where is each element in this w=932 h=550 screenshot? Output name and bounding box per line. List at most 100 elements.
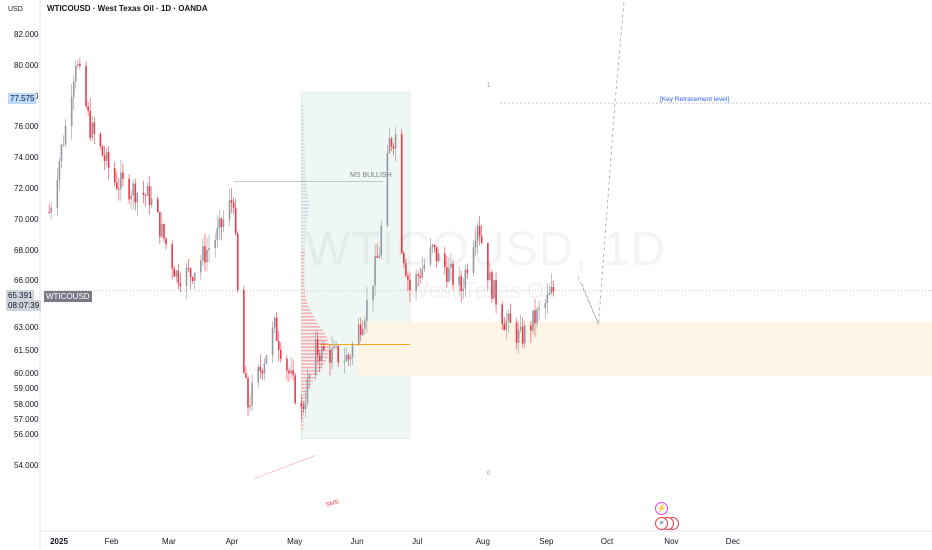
candle-body (200, 260, 202, 273)
candle-body (163, 224, 165, 239)
candle-body (521, 326, 524, 344)
volume-profile-bar (301, 248, 305, 250)
candle-body (56, 180, 59, 208)
volume-profile-bar (301, 400, 306, 403)
volume-profile-bar (301, 251, 305, 254)
candle-body (290, 370, 292, 374)
candle-body (177, 270, 180, 284)
volume-profile-bar (301, 275, 305, 277)
volume-profile-bar (301, 207, 309, 210)
candle-body (386, 153, 389, 226)
candle-body (495, 280, 497, 305)
candle-body (103, 155, 106, 162)
volume-profile-bar (301, 295, 306, 298)
candle-body (261, 371, 264, 374)
candle-body (150, 198, 153, 206)
candle-body (544, 302, 547, 308)
range-box (301, 91, 411, 439)
candle-body (318, 355, 321, 361)
volume-profile-bar (301, 288, 305, 291)
candle-body (419, 275, 421, 278)
candle-body (501, 304, 503, 324)
candle-body (349, 357, 352, 360)
candle-body (187, 267, 190, 269)
candle-body (286, 358, 288, 371)
candle-body (243, 289, 245, 374)
range-top-marker: 1 (487, 83, 491, 89)
candle-body (204, 245, 206, 263)
candle-body (142, 192, 145, 196)
price-tick-label: 56.000 (14, 430, 39, 440)
time-tick-label: Apr (225, 537, 239, 546)
candle-body (362, 328, 364, 335)
volume-profile-bar (301, 393, 307, 396)
volume-profile-bar (301, 363, 324, 365)
volume-profile-bar (301, 420, 304, 423)
candle-body (415, 274, 417, 291)
candle-body (130, 195, 132, 200)
candle-body (148, 186, 151, 206)
candle-body (185, 267, 188, 286)
candle-body (450, 263, 452, 268)
candle-body (462, 288, 465, 292)
volume-profile-bar (301, 282, 305, 284)
volume-profile-bar (301, 292, 306, 294)
candle-body (50, 207, 52, 213)
volume-profile-bar (301, 170, 306, 172)
candle-body (474, 240, 477, 248)
sms-line (254, 455, 316, 479)
candle-body (128, 178, 130, 200)
candle-body (335, 345, 337, 347)
candle-body (122, 172, 124, 179)
volume-profile-bar (301, 390, 308, 393)
candle-body (75, 65, 77, 82)
candle-body (423, 264, 426, 270)
volume-profile-bar (301, 302, 308, 304)
volume-profile-bar (301, 278, 305, 281)
volume-profile-bar (301, 136, 305, 138)
candle-body (230, 200, 233, 203)
candle-body (134, 183, 137, 203)
candle-body (173, 268, 175, 277)
candle-body (345, 355, 348, 362)
volume-profile-bar (301, 285, 305, 288)
candle-body (405, 263, 407, 276)
volume-profile-bar (301, 190, 308, 193)
key-retracement-label: [Key Retracement level] (660, 96, 730, 103)
volume-profile-bar (301, 204, 310, 206)
candle-body (257, 366, 260, 383)
event-flags-icon[interactable]: ≡ (654, 517, 680, 530)
price-tick-label: 63.000 (14, 322, 39, 332)
chart-title[interactable]: WTICOUSD · West Texas Oil · 1D · OANDA (47, 4, 208, 13)
time-tick-label: Jun (350, 537, 364, 546)
volume-profile-bar (301, 224, 307, 227)
candle-body (491, 272, 493, 299)
candle-body (292, 370, 294, 376)
current-price-badge: 65.391 (6, 290, 35, 301)
candle-body (165, 238, 167, 245)
candle-body (70, 96, 73, 126)
candle-body (374, 256, 376, 286)
volume-profile-bar (301, 383, 312, 386)
time-tick-label: Oct (600, 537, 614, 546)
volume-profile-bar (301, 366, 322, 369)
symbol-tag[interactable]: WTICOUSD (44, 291, 92, 302)
candle-body (351, 344, 354, 358)
candle-body (321, 346, 323, 361)
candle-body (433, 244, 436, 248)
candle-body (546, 294, 549, 303)
lightning-icon[interactable]: ⚡ (655, 502, 668, 515)
candle-body (216, 228, 219, 241)
volume-profile-bar (301, 116, 304, 118)
candle-body (337, 345, 339, 363)
volume-profile-bar (301, 329, 323, 332)
volume-profile-bar (301, 231, 307, 233)
volume-profile-bar (301, 312, 312, 315)
candle-body (300, 402, 303, 407)
candle-body (306, 378, 309, 404)
volume-profile-bar (301, 112, 304, 115)
candle-body (458, 276, 460, 285)
volume-profile-bar (301, 132, 305, 135)
